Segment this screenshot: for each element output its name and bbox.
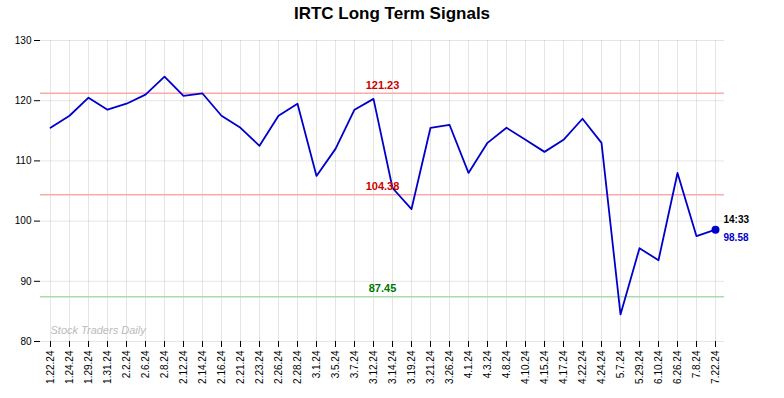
svg-text:1.22.24: 1.22.24 [45, 350, 56, 384]
svg-text:3.1.24: 3.1.24 [311, 350, 322, 378]
html-text:IRTC Long Term Signals: IRTC Long Term Signals [293, 4, 491, 23]
svg-text:5.29.24: 5.29.24 [634, 350, 645, 384]
svg-text:4.24.24: 4.24.24 [596, 350, 607, 384]
svg-text:1.24.24: 1.24.24 [64, 350, 75, 384]
svg-text:4.22.24: 4.22.24 [577, 350, 588, 384]
svg-text:4.8.24: 4.8.24 [501, 350, 512, 378]
svg-text:87.45: 87.45 [369, 282, 397, 294]
svg-text:110: 110 [16, 155, 32, 166]
svg-text:120: 120 [15, 95, 32, 106]
svg-text:4.17.24: 4.17.24 [558, 350, 569, 384]
svg-text:4.3.24: 4.3.24 [482, 350, 493, 378]
svg-text:3.7.24: 3.7.24 [349, 350, 360, 378]
svg-text:7.22.24: 7.22.24 [710, 350, 721, 384]
svg-text:2.12.24: 2.12.24 [178, 350, 189, 384]
svg-text:2.16.24: 2.16.24 [216, 350, 227, 384]
svg-text:3.26.24: 3.26.24 [444, 350, 455, 384]
svg-text:1.29.24: 1.29.24 [83, 350, 94, 384]
svg-text:4.10.24: 4.10.24 [520, 350, 531, 384]
svg-text:6.10.24: 6.10.24 [653, 350, 664, 384]
svg-text:121.23: 121.23 [366, 79, 400, 91]
svg-text:2.28.24: 2.28.24 [292, 350, 303, 384]
svg-text:3.5.24: 3.5.24 [330, 350, 341, 378]
svg-text:1.31.24: 1.31.24 [102, 350, 113, 384]
svg-text:3.14.24: 3.14.24 [387, 350, 398, 384]
svg-text:104.38: 104.38 [366, 180, 400, 192]
svg-text:130: 130 [15, 35, 32, 46]
svg-text:2.2.24: 2.2.24 [121, 350, 132, 378]
svg-text:2.8.24: 2.8.24 [159, 350, 170, 378]
svg-text:4.15.24: 4.15.24 [539, 350, 550, 384]
svg-text:2.21.24: 2.21.24 [235, 350, 246, 384]
svg-text:Stock Traders Daily: Stock Traders Daily [51, 324, 148, 336]
svg-text:7.8.24: 7.8.24 [691, 350, 702, 378]
svg-text:3.12.24: 3.12.24 [368, 350, 379, 384]
svg-text:14:33: 14:33 [724, 214, 750, 225]
svg-text:2.26.24: 2.26.24 [273, 350, 284, 384]
svg-text:3.19.24: 3.19.24 [406, 350, 417, 384]
svg-text:90: 90 [20, 276, 32, 287]
svg-text:2.14.24: 2.14.24 [197, 350, 208, 384]
svg-text:5.7.24: 5.7.24 [615, 350, 626, 378]
svg-text:3.21.24: 3.21.24 [425, 350, 436, 384]
svg-text:98.58: 98.58 [724, 232, 749, 243]
svg-text:6.26.24: 6.26.24 [672, 350, 683, 384]
svg-text:80: 80 [20, 336, 32, 347]
svg-text:100: 100 [15, 215, 32, 226]
svg-text:2.23.24: 2.23.24 [254, 350, 265, 384]
svg-text:2.6.24: 2.6.24 [140, 350, 151, 378]
svg-text:4.1.24: 4.1.24 [463, 350, 474, 378]
